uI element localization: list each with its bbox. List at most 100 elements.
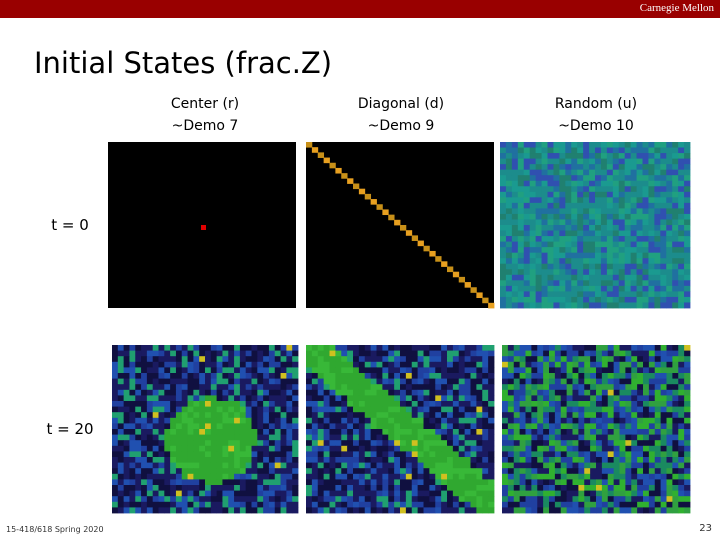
cell: [578, 384, 585, 391]
cell: [549, 378, 556, 385]
cell: [554, 496, 562, 503]
cell: [245, 473, 252, 480]
cell: [257, 501, 264, 508]
cell: [612, 263, 620, 270]
cell: [624, 280, 632, 287]
cell: [531, 401, 538, 407]
cell: [596, 406, 603, 413]
cell: [329, 451, 336, 458]
cell: [335, 479, 342, 486]
cell: [505, 158, 513, 165]
cell: [630, 153, 637, 159]
cell: [222, 395, 229, 402]
cell: [547, 291, 554, 298]
cell: [117, 434, 125, 441]
cell: [560, 367, 568, 374]
cell: [353, 429, 360, 435]
cell: [441, 378, 448, 385]
cell: [590, 496, 597, 503]
cell: [630, 280, 637, 287]
cell: [112, 473, 119, 480]
cell: [447, 367, 454, 374]
cell: [205, 429, 212, 435]
cell: [505, 202, 513, 209]
cell: [606, 197, 614, 204]
cell: [672, 384, 679, 391]
cell: [364, 496, 372, 503]
cell: [589, 186, 596, 193]
cell: [584, 434, 591, 441]
cell: [654, 153, 661, 159]
cell: [458, 401, 466, 407]
cell: [470, 367, 477, 374]
cell: [317, 429, 325, 435]
cell: [666, 406, 673, 413]
cell: [511, 302, 519, 309]
cell: [584, 361, 591, 368]
cell: [600, 169, 608, 176]
cell: [590, 406, 597, 413]
cell: [565, 230, 572, 237]
cell: [637, 457, 644, 463]
cell: [631, 445, 638, 452]
cell: [417, 496, 424, 503]
cell: [666, 285, 673, 292]
cell: [596, 445, 603, 452]
cell: [648, 164, 655, 171]
cell: [553, 285, 560, 292]
cell: [519, 367, 526, 374]
cell: [222, 451, 229, 458]
cell: [388, 378, 395, 385]
cell: [624, 197, 632, 204]
cell: [405, 401, 413, 407]
cell: [502, 490, 509, 497]
cell: [280, 417, 287, 424]
cell: [152, 395, 159, 402]
cell: [559, 213, 566, 220]
cell: [400, 479, 407, 486]
cell: [181, 473, 188, 480]
cell: [388, 356, 395, 363]
cell: [541, 296, 548, 303]
cell: [584, 473, 591, 480]
cell: [347, 457, 354, 463]
cell: [311, 350, 319, 357]
cell: [630, 230, 637, 237]
cell: [601, 434, 609, 441]
cell: [547, 208, 554, 215]
cell: [370, 457, 377, 463]
cell: [228, 490, 235, 497]
cell: [637, 378, 644, 385]
cell: [595, 219, 602, 226]
cell: [216, 445, 223, 452]
cell: [158, 457, 165, 463]
cell: [370, 462, 377, 469]
cell: [394, 501, 401, 508]
cell: [488, 445, 495, 452]
cell: [251, 434, 258, 441]
cell: [306, 378, 313, 385]
cell: [584, 445, 591, 452]
cell: [596, 423, 603, 430]
cell: [452, 356, 460, 363]
cell: [376, 378, 383, 385]
cell: [370, 395, 377, 402]
cell: [559, 158, 566, 165]
cell: [364, 373, 372, 379]
cell: [513, 384, 521, 391]
cell: [648, 423, 656, 430]
cell: [643, 412, 650, 419]
cell: [583, 169, 590, 176]
cell: [523, 296, 531, 303]
cell: [317, 401, 325, 407]
cell: [370, 485, 377, 491]
cell: [423, 445, 430, 452]
cell: [364, 193, 372, 200]
cell: [630, 285, 637, 292]
cell: [577, 142, 584, 148]
cell: [577, 175, 584, 182]
cell: [251, 479, 258, 486]
cell: [117, 440, 125, 447]
cell: [216, 440, 223, 447]
cell: [612, 219, 620, 226]
